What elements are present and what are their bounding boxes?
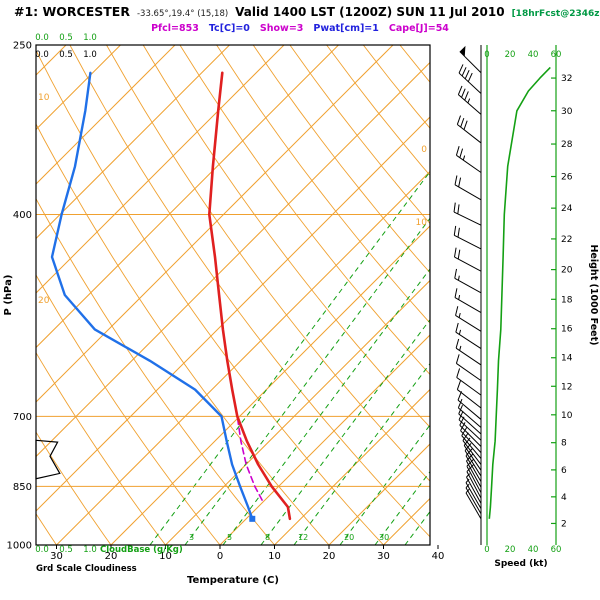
- svg-text:2: 2: [561, 519, 567, 529]
- svg-text:16: 16: [561, 325, 573, 335]
- dewpoint-curve: [50, 71, 256, 522]
- svg-text:0: 0: [484, 545, 489, 555]
- indices-row: Pfcl=853 Tc[C]=0 Show=3 Pwat[cm]=1 Cape[J]=5…: [0, 23, 600, 34]
- title-bar: #1: WORCESTER -33.65°,19.4° (15,18) Vali…: [0, 4, 600, 19]
- svg-text:1.0: 1.0: [83, 50, 97, 60]
- svg-text:26: 26: [561, 173, 573, 183]
- svg-text:Speed (kt): Speed (kt): [494, 559, 547, 569]
- svg-text:CloudBase (g/Kg): CloudBase (g/Kg): [100, 545, 183, 555]
- svg-text:10: 10: [268, 551, 281, 562]
- svg-text:0: 0: [484, 50, 489, 60]
- svg-text:3: 3: [189, 533, 194, 542]
- svg-text:P (hPa): P (hPa): [3, 275, 14, 316]
- svg-text:700: 700: [13, 412, 32, 423]
- svg-text:20: 20: [344, 533, 354, 542]
- svg-text:60: 60: [551, 545, 562, 555]
- stability-index: Tc[C]=0: [208, 23, 250, 34]
- stability-index: Show=3: [259, 23, 304, 34]
- svg-text:12: 12: [298, 533, 308, 542]
- station-coords: -33.65°,19.4° (15,18): [136, 9, 229, 19]
- svg-text:1000: 1000: [7, 541, 32, 552]
- svg-text:22: 22: [561, 235, 572, 245]
- svg-text:40: 40: [528, 50, 539, 60]
- svg-text:0.5: 0.5: [59, 50, 73, 60]
- stability-index: Pfcl=853: [151, 23, 199, 34]
- svg-text:20: 20: [505, 545, 516, 555]
- svg-text:0: 0: [217, 551, 223, 562]
- svg-text:4: 4: [561, 493, 567, 503]
- svg-text:10: 10: [159, 551, 172, 562]
- svg-text:20: 20: [105, 551, 118, 562]
- svg-text:14: 14: [561, 354, 573, 364]
- svg-text:10: 10: [561, 411, 573, 421]
- cloud-profile: [35, 439, 61, 480]
- pressure-axis-labels: 250 400 700 850 1000 P (hPa): [3, 41, 32, 552]
- temperature-axis-labels: 30 20 10 0 10 20 30 40 Temperature (C): [50, 545, 444, 586]
- station-title: #1: WORCESTER: [14, 4, 130, 19]
- svg-text:60: 60: [551, 50, 562, 60]
- svg-text:18: 18: [561, 295, 573, 305]
- stability-index: Cape[J]=54: [388, 23, 449, 34]
- svg-text:20: 20: [561, 266, 573, 276]
- svg-text:0.5: 0.5: [59, 545, 73, 555]
- svg-text:24: 24: [561, 204, 573, 214]
- speed-panel: 0 0 20 20 40 40 60 60 Speed (kt): [484, 45, 561, 569]
- svg-text:20: 20: [38, 296, 50, 306]
- temperature-curve: [208, 71, 292, 521]
- svg-text:0.5: 0.5: [59, 33, 73, 43]
- svg-text:0.0: 0.0: [35, 50, 49, 60]
- cloud-scales: 0.00.00.00.50.50.51.01.01.0 CloudBase (g/…: [35, 33, 183, 574]
- svg-text:0.0: 0.0: [35, 33, 49, 43]
- svg-text:40: 40: [432, 551, 445, 562]
- svg-text:30: 30: [50, 551, 63, 562]
- svg-text:0.0: 0.0: [35, 545, 49, 555]
- svg-text:Height (1000 Feet): Height (1000 Feet): [588, 244, 599, 345]
- valid-time: Valid 1400 LST (1200Z) SUN 11 Jul 2010: [235, 5, 505, 19]
- wind-barbs: [453, 45, 482, 545]
- svg-text:Grd Scale Cloudiness: Grd Scale Cloudiness: [36, 564, 137, 574]
- svg-text:8: 8: [561, 439, 567, 449]
- svg-text:30: 30: [561, 107, 573, 117]
- svg-text:30: 30: [379, 533, 389, 542]
- svg-text:30: 30: [377, 551, 390, 562]
- svg-text:10: 10: [416, 218, 428, 228]
- svg-text:6: 6: [561, 466, 567, 476]
- svg-text:0: 0: [421, 145, 427, 155]
- svg-text:28: 28: [561, 140, 573, 150]
- parcel-curve: [236, 415, 263, 501]
- svg-text:1.0: 1.0: [83, 545, 97, 555]
- skewt-background: [36, 45, 430, 545]
- svg-text:10: 10: [38, 93, 50, 103]
- svg-text:850: 850: [13, 482, 32, 493]
- svg-text:400: 400: [13, 210, 32, 221]
- svg-text:8: 8: [265, 533, 270, 542]
- speed-curve: [488, 66, 551, 519]
- svg-text:32: 32: [561, 74, 572, 84]
- plot-border: [35, 44, 431, 546]
- forecast-tag: [18hrFcst@2346z]: [511, 9, 600, 19]
- isoline-edge-labels: 10 20 0 10 3 5 8 12 20 30: [38, 93, 427, 542]
- svg-text:5: 5: [227, 533, 232, 542]
- stability-index: Pwat[cm]=1: [313, 23, 379, 34]
- svg-text:20: 20: [505, 50, 516, 60]
- svg-text:250: 250: [13, 41, 32, 52]
- svg-text:12: 12: [561, 382, 572, 392]
- svg-text:Temperature (C): Temperature (C): [187, 575, 279, 586]
- svg-text:1.0: 1.0: [83, 33, 97, 43]
- svg-text:40: 40: [528, 545, 539, 555]
- svg-text:20: 20: [323, 551, 336, 562]
